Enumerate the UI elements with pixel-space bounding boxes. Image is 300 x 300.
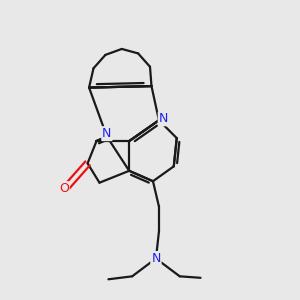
- Text: N: N: [151, 252, 160, 265]
- Text: N: N: [159, 112, 168, 125]
- Text: N: N: [102, 127, 112, 140]
- Text: O: O: [59, 182, 69, 195]
